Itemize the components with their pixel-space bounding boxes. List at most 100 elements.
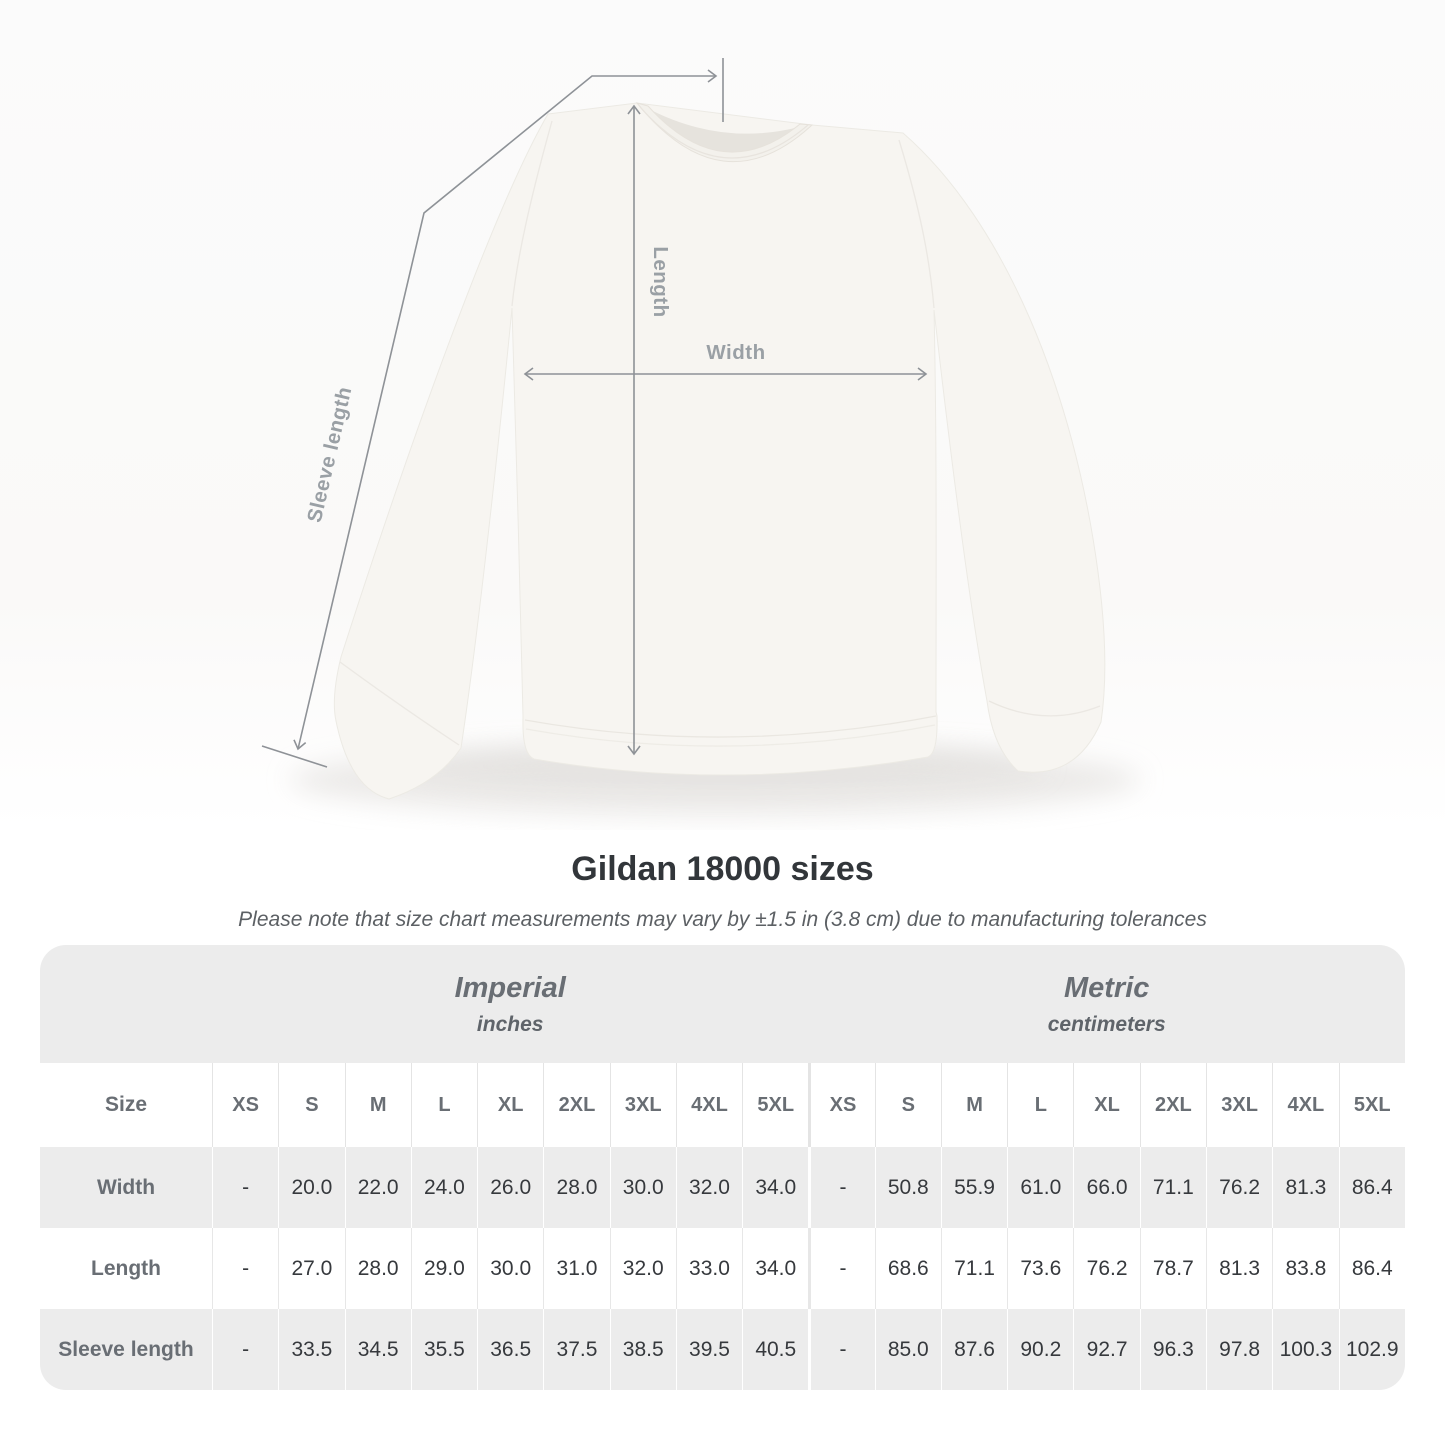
value-cell-imperial: 38.5	[609, 1309, 676, 1390]
value-cell-imperial: 35.5	[410, 1309, 478, 1390]
value-cell-imperial: 26.0	[477, 1147, 544, 1228]
value-cell-imperial: 33.5	[278, 1309, 345, 1390]
value-cell-metric: 102.9	[1338, 1309, 1405, 1390]
size-col-header-imperial-2xl: 2XL	[543, 1063, 610, 1147]
value-cell-imperial: 28.0	[344, 1228, 411, 1309]
size-col-header-imperial-5xl: 5XL	[742, 1063, 809, 1147]
measurement-row-length: Length -27.0 28.0 29.0 30.0 31.0 32.0 33.0 34.0-…	[40, 1228, 1405, 1309]
value-cell-metric: 85.0	[874, 1309, 941, 1390]
size-col-header-metric-xs: XS	[808, 1063, 875, 1147]
value-cell-imperial: 37.5	[543, 1309, 610, 1390]
imperial-group-header: Imperial inches	[212, 945, 809, 1063]
value-cell-imperial: 40.5	[742, 1309, 809, 1390]
value-cell-imperial: 27.0	[278, 1228, 345, 1309]
value-cell-metric: -	[808, 1309, 875, 1390]
size-col-header-imperial-xl: XL	[477, 1063, 544, 1147]
value-cell-imperial: 31.0	[543, 1228, 610, 1309]
value-cell-metric: 92.7	[1073, 1309, 1140, 1390]
value-cell-metric: 71.1	[1139, 1147, 1206, 1228]
size-chart-table: Imperial inches Metric centimeters Size …	[40, 945, 1405, 1390]
size-col-header-metric-5xl: 5XL	[1338, 1063, 1405, 1147]
band-corner-spacer	[40, 945, 212, 1063]
row-label: Length	[40, 1228, 212, 1309]
size-col-header-imperial-l: L	[410, 1063, 478, 1147]
size-col-header-metric-2xl: 2XL	[1139, 1063, 1206, 1147]
value-cell-metric: 50.8	[874, 1147, 941, 1228]
metric-group-header: Metric centimeters	[808, 945, 1405, 1063]
value-cell-metric: 61.0	[1007, 1147, 1074, 1228]
value-cell-metric: 76.2	[1073, 1228, 1140, 1309]
value-cell-imperial: 32.0	[675, 1147, 743, 1228]
neck-opening	[645, 107, 803, 154]
value-cell-imperial: -	[212, 1228, 279, 1309]
value-cell-metric: 76.2	[1205, 1147, 1273, 1228]
value-cell-metric: 66.0	[1073, 1147, 1140, 1228]
measurement-row-sleeve-length: Sleeve length -33.5 34.5 35.5 36.5 37.5 38.5 39…	[40, 1309, 1405, 1390]
value-cell-imperial: 30.0	[609, 1147, 676, 1228]
size-col-header-imperial-s: S	[278, 1063, 345, 1147]
width-label: Width	[706, 341, 765, 364]
value-cell-metric: 97.8	[1205, 1309, 1273, 1390]
metric-unit-label: centimeters	[1047, 1012, 1166, 1036]
value-cell-metric: 55.9	[940, 1147, 1008, 1228]
value-cell-imperial: 30.0	[477, 1228, 544, 1309]
value-cell-imperial: 39.5	[675, 1309, 743, 1390]
size-col-header-imperial-3xl: 3XL	[609, 1063, 676, 1147]
value-cell-imperial: 22.0	[344, 1147, 411, 1228]
value-cell-imperial: 28.0	[543, 1147, 610, 1228]
value-cell-metric: -	[808, 1147, 875, 1228]
size-col-header-imperial-xs: XS	[212, 1063, 279, 1147]
size-col-header-metric-xl: XL	[1073, 1063, 1140, 1147]
value-cell-metric: 96.3	[1139, 1309, 1206, 1390]
size-col-header-metric-3xl: 3XL	[1205, 1063, 1273, 1147]
tolerance-note: Please note that size chart measurements…	[238, 908, 1207, 931]
value-cell-metric: -	[808, 1228, 875, 1309]
size-chart: Imperial inches Metric centimeters Size …	[40, 945, 1405, 1390]
value-cell-metric: 87.6	[940, 1309, 1008, 1390]
value-cell-metric: 81.3	[1272, 1147, 1339, 1228]
length-label: Length	[649, 246, 672, 317]
value-cell-metric: 71.1	[940, 1228, 1008, 1309]
value-cell-metric: 83.8	[1272, 1228, 1339, 1309]
value-cell-imperial: -	[212, 1147, 279, 1228]
imperial-unit-label: inches	[476, 1012, 544, 1036]
value-cell-imperial: 32.0	[609, 1228, 676, 1309]
product-size-diagram: Length Width Sleeve length	[0, 0, 1445, 830]
value-cell-imperial: 29.0	[410, 1228, 478, 1309]
size-col-header-metric-4xl: 4XL	[1272, 1063, 1339, 1147]
size-col-header-metric-l: L	[1007, 1063, 1074, 1147]
measurement-row-width: Width -20.0 22.0 24.0 26.0 28.0 30.0 32.0 34.0-5…	[40, 1147, 1405, 1228]
page-title: Gildan 18000 sizes	[571, 850, 874, 888]
size-col-header-imperial-m: M	[344, 1063, 411, 1147]
value-cell-imperial: 34.0	[742, 1228, 809, 1309]
value-cell-imperial: -	[212, 1309, 279, 1390]
value-cell-metric: 73.6	[1007, 1228, 1074, 1309]
value-cell-metric: 78.7	[1139, 1228, 1206, 1309]
value-cell-imperial: 24.0	[410, 1147, 478, 1228]
value-cell-metric: 81.3	[1205, 1228, 1273, 1309]
value-cell-imperial: 20.0	[278, 1147, 345, 1228]
value-cell-imperial: 36.5	[477, 1309, 544, 1390]
value-cell-metric: 68.6	[874, 1228, 941, 1309]
value-cell-metric: 90.2	[1007, 1309, 1074, 1390]
product-figure: Length Width Sleeve length	[0, 0, 1445, 830]
row-label: Width	[40, 1147, 212, 1228]
imperial-label: Imperial	[454, 971, 566, 1004]
unit-band-row: Imperial inches Metric centimeters	[40, 945, 1405, 1063]
value-cell-imperial: 34.0	[742, 1147, 809, 1228]
metric-label: Metric	[1063, 971, 1150, 1004]
value-cell-imperial: 33.0	[675, 1228, 743, 1309]
value-cell-metric: 100.3	[1272, 1309, 1339, 1390]
size-corner-label: Size	[40, 1063, 212, 1147]
sleeve-dimension-line	[293, 69, 718, 751]
cuff-reference-tick	[261, 745, 328, 768]
value-cell-metric: 86.4	[1338, 1147, 1405, 1228]
row-label: Sleeve length	[40, 1309, 212, 1390]
size-header-row: Size XS S M L XL 2XL 3XL 4XL 5XL XS S M L XL 2XL 3XL 4XL…	[40, 1063, 1405, 1147]
value-cell-imperial: 34.5	[344, 1309, 411, 1390]
value-cell-metric: 86.4	[1338, 1228, 1405, 1309]
size-col-header-metric-m: M	[940, 1063, 1008, 1147]
size-col-header-metric-s: S	[874, 1063, 941, 1147]
size-col-header-imperial-4xl: 4XL	[675, 1063, 743, 1147]
